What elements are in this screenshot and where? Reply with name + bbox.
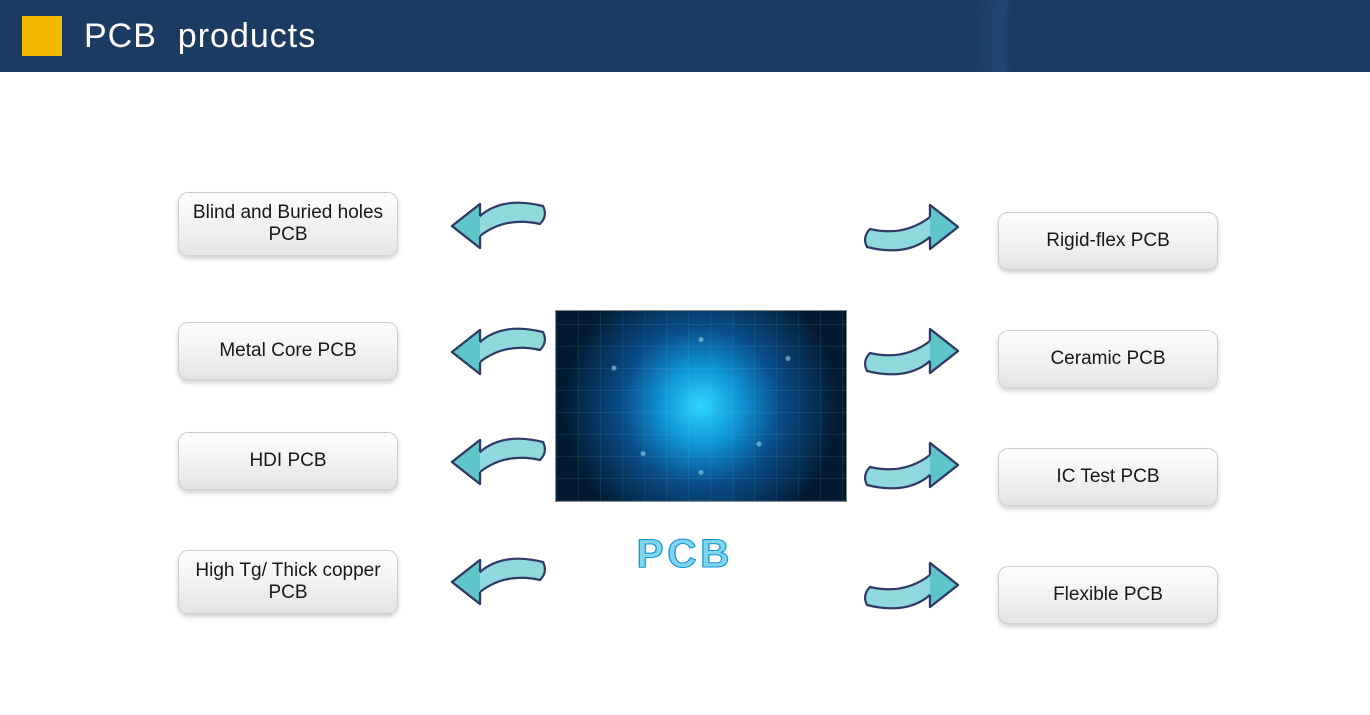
arrow-right-icon [862, 199, 962, 259]
header-accent-square [22, 16, 62, 56]
pill-metal-core: Metal Core PCB [178, 322, 398, 380]
pill-label: Metal Core PCB [219, 340, 356, 362]
pill-ic-test: IC Test PCB [998, 448, 1218, 506]
pill-label: IC Test PCB [1056, 466, 1159, 488]
pill-flexible: Flexible PCB [998, 566, 1218, 624]
pill-hdi: HDI PCB [178, 432, 398, 490]
pill-label: Rigid-flex PCB [1046, 230, 1170, 252]
pill-blind-buried: Blind and Buried holes PCB [178, 192, 398, 256]
pill-rigid-flex: Rigid-flex PCB [998, 212, 1218, 270]
pill-label: Ceramic PCB [1050, 348, 1165, 370]
center-pcb-image [555, 310, 847, 502]
pill-label: Blind and Buried holes PCB [189, 202, 387, 246]
header-arc-decoration [970, 0, 1370, 72]
slide-header: PCB products [0, 0, 1370, 72]
page-title: PCB products [84, 17, 316, 56]
center-label-text: PCB [637, 532, 733, 576]
pill-label: High Tg/ Thick copper PCB [189, 560, 387, 604]
arrow-right-icon [862, 557, 962, 617]
arrow-left-icon [448, 194, 548, 254]
diagram-canvas: PCB Blind and Buried holes PCB Metal Cor… [0, 72, 1370, 715]
pill-label: HDI PCB [249, 450, 326, 472]
pill-label: Flexible PCB [1053, 584, 1163, 606]
arrow-left-icon [448, 320, 548, 380]
arrow-right-icon [862, 323, 962, 383]
pill-ceramic: Ceramic PCB [998, 330, 1218, 388]
arrow-left-icon [448, 430, 548, 490]
pill-high-tg: High Tg/ Thick copper PCB [178, 550, 398, 614]
arrow-left-icon [448, 550, 548, 610]
arrow-right-icon [862, 437, 962, 497]
